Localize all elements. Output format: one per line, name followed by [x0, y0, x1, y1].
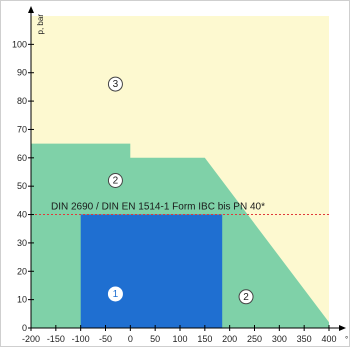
x-tick-label: -100 — [72, 334, 90, 344]
x-tick-label: 50 — [150, 334, 160, 344]
marker-circle — [107, 173, 123, 189]
x-axis-arrow — [339, 325, 346, 331]
region-marker-2: 2 — [107, 173, 123, 189]
x-tick-label: -50 — [99, 334, 112, 344]
region-markers: 3 2 2 1 — [107, 76, 254, 305]
region-1-area — [80, 214, 223, 328]
x-tick-label: -150 — [47, 334, 65, 344]
y-tick-label: 30 — [17, 238, 27, 248]
y-tick-label: 90 — [17, 68, 27, 78]
y-tick-label: 0 — [22, 323, 27, 333]
y-axis-unit: p, bar — [36, 14, 45, 35]
axes: 0 10 20 30 40 50 60 70 80 90 100 -200 -150 -100 -50 0 50… — [12, 6, 348, 344]
y-tick-label: 80 — [17, 96, 27, 106]
y-axis-arrow — [28, 6, 34, 13]
y-tick-label: 20 — [17, 266, 27, 276]
region-marker-3: 3 — [107, 76, 123, 92]
x-tick-label: 150 — [197, 334, 212, 344]
x-tick-label: 100 — [172, 334, 187, 344]
x-tick-label: -200 — [22, 334, 40, 344]
x-tick-label: 200 — [222, 334, 237, 344]
y-tick-label: 40 — [17, 210, 27, 220]
marker-number: 3 — [113, 79, 119, 90]
marker-circle — [238, 289, 254, 305]
x-tick-label: 300 — [272, 334, 287, 344]
region-marker-1: 1 — [107, 286, 123, 302]
x-tick-label: 0 — [128, 334, 133, 344]
y-tick-label: 50 — [17, 181, 27, 191]
y-tick-label: 10 — [17, 295, 27, 305]
reference-line-group: DIN 2690 / DIN EN 1514-1 Form IBC bis PN… — [31, 202, 329, 216]
marker-number: 2 — [243, 292, 249, 303]
y-tick-label: 100 — [12, 39, 27, 49]
x-tick-label: 400 — [321, 334, 336, 344]
region-marker-2: 2 — [238, 289, 254, 305]
y-tick-label: 60 — [17, 153, 27, 163]
marker-circle — [107, 286, 123, 302]
reference-line-label: DIN 2690 / DIN EN 1514-1 Form IBC bis PN… — [51, 202, 265, 213]
regions — [31, 16, 329, 328]
marker-number: 1 — [113, 289, 119, 300]
marker-number: 2 — [113, 176, 119, 187]
x-axis-unit: ° — [345, 335, 348, 344]
x-tick-label: 350 — [297, 334, 312, 344]
y-tick-label: 70 — [17, 124, 27, 134]
x-tick-label: 250 — [247, 334, 262, 344]
marker-circle — [107, 76, 123, 92]
